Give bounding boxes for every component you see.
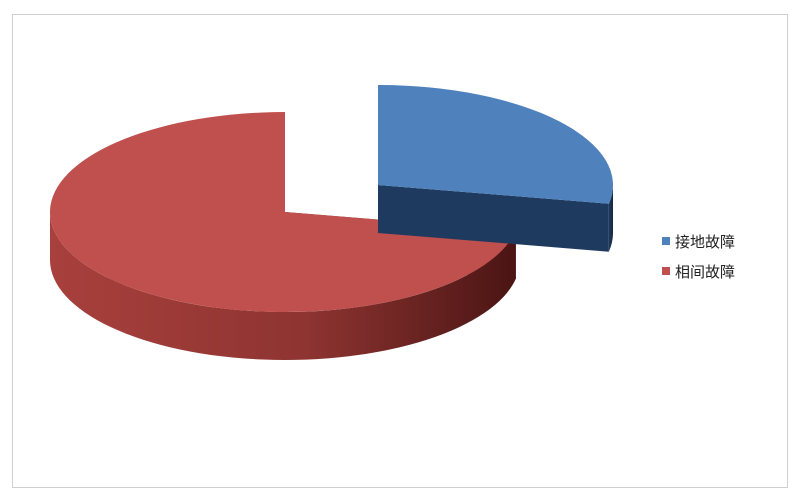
slice-side — [50, 212, 516, 361]
legend-swatch — [662, 267, 670, 275]
slice-side — [608, 185, 613, 252]
legend-item-ground-fault: 接地故障 — [662, 226, 735, 256]
slice-top — [378, 85, 613, 204]
legend-item-phase-fault: 相间故障 — [662, 256, 735, 286]
legend-swatch — [662, 237, 670, 245]
legend: 接地故障 相间故障 — [662, 226, 735, 286]
pie-slice-0 — [378, 85, 613, 252]
slice-cut-face — [378, 185, 609, 252]
legend-label: 相间故障 — [675, 262, 736, 281]
slice-top — [50, 112, 516, 312]
legend-label: 接地故障 — [675, 232, 736, 251]
